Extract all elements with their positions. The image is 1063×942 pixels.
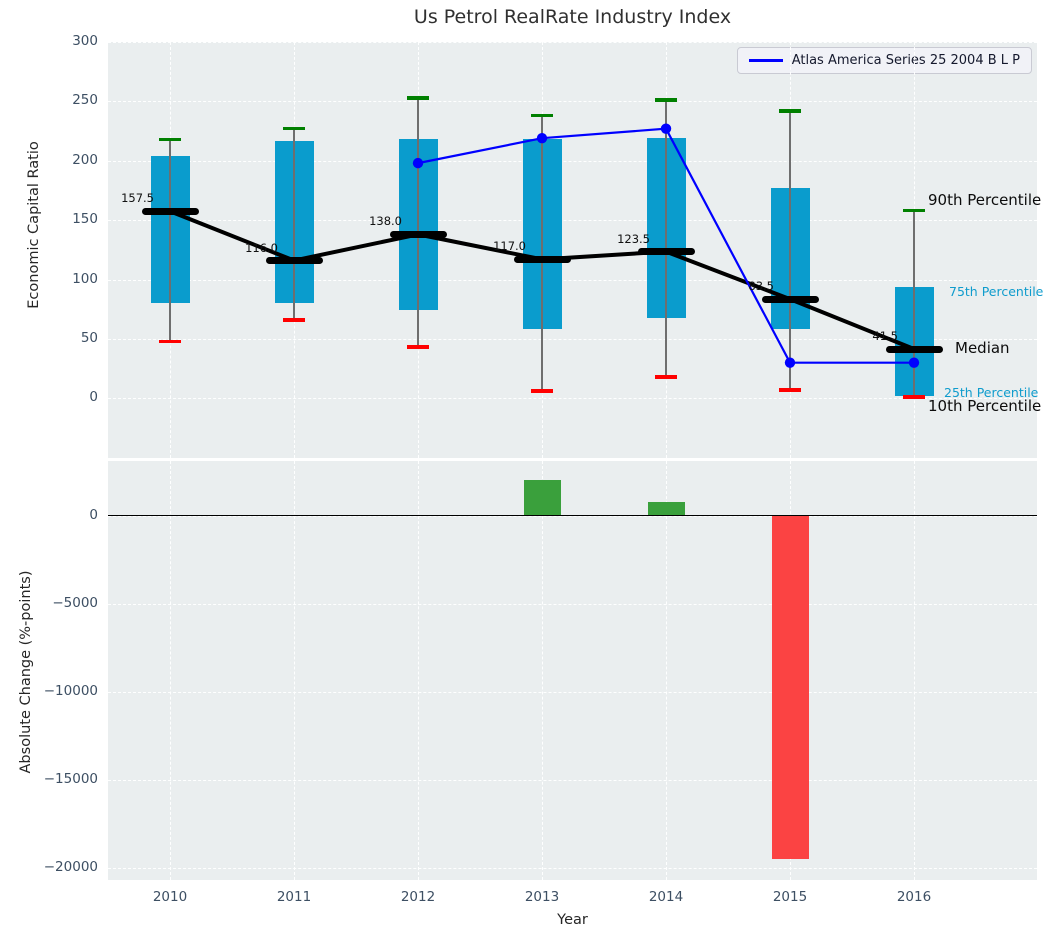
median-value-2013: 117.0	[493, 239, 526, 253]
whisker-2015	[789, 111, 790, 390]
top-y-tick-label: 200	[0, 152, 98, 168]
cap-10th-2014	[655, 375, 677, 379]
median-bar-2014	[638, 248, 695, 255]
legend: Atlas America Series 25 2004 B L P	[737, 47, 1032, 74]
median-value-2014: 123.5	[617, 232, 650, 246]
cap-90th-2012	[407, 96, 429, 100]
bottom-y-tick-label: −10000	[0, 683, 98, 699]
median-value-2011: 116.0	[245, 241, 278, 255]
x-tick-label: 2011	[259, 889, 329, 905]
cap-90th-2013	[531, 114, 553, 118]
x-tick-label: 2016	[879, 889, 949, 905]
top-gridline-h	[108, 101, 1037, 102]
legend-line-swatch	[749, 59, 783, 61]
top-gridline-h	[108, 398, 1037, 399]
bar-2013	[524, 480, 561, 515]
bottom-y-tick-label: 0	[0, 507, 98, 523]
figure: Us Petrol RealRate Industry Index Econom…	[0, 0, 1063, 942]
bar-2015	[772, 516, 809, 860]
cap-10th-2010	[159, 340, 181, 344]
bar-2014	[648, 502, 685, 515]
bottom-gridline-v	[542, 461, 543, 880]
bottom-gridline-v	[294, 461, 295, 880]
bottom-gridline-v	[914, 461, 915, 880]
top-y-tick-label: 250	[0, 92, 98, 108]
whisker-2013	[541, 116, 542, 392]
cap-10th-2012	[407, 345, 429, 349]
bottom-y-tick-label: −5000	[0, 595, 98, 611]
x-tick-label: 2015	[755, 889, 825, 905]
bottom-gridline-h	[108, 780, 1037, 781]
cap-10th-2015	[779, 388, 801, 392]
label-75th-percentile: 75th Percentile	[949, 284, 1043, 299]
top-gridline-h	[108, 42, 1037, 43]
top-y-tick-label: 50	[0, 330, 98, 346]
x-tick-label: 2013	[507, 889, 577, 905]
top-gridline-h	[108, 280, 1037, 281]
median-bar-2011	[266, 257, 323, 264]
cap-10th-2011	[283, 318, 305, 322]
whisker-2014	[665, 100, 666, 377]
label-90th-percentile: 90th Percentile	[928, 191, 1041, 209]
median-value-2012: 138.0	[369, 214, 402, 228]
x-tick-label: 2014	[631, 889, 701, 905]
bottom-gridline-v	[418, 461, 419, 880]
cap-90th-2014	[655, 98, 677, 102]
top-gridline-h	[108, 220, 1037, 221]
top-gridline-h	[108, 161, 1037, 162]
median-bar-2015	[762, 296, 819, 303]
chart-title: Us Petrol RealRate Industry Index	[108, 6, 1037, 28]
median-value-2016: 41.5	[872, 329, 898, 343]
cap-90th-2010	[159, 138, 181, 142]
bottom-panel-bars	[108, 461, 1037, 880]
bottom-gridline-v	[170, 461, 171, 880]
whisker-2010	[169, 139, 170, 341]
x-tick-label: 2012	[383, 889, 453, 905]
bottom-y-tick-label: −20000	[0, 859, 98, 875]
cap-90th-2011	[283, 127, 305, 131]
median-bar-2013	[514, 256, 571, 263]
whisker-2012	[417, 98, 418, 347]
whisker-2011	[293, 129, 294, 320]
top-y-tick-label: 100	[0, 271, 98, 287]
cap-10th-2013	[531, 389, 553, 393]
bottom-gridline-h	[108, 868, 1037, 869]
cap-90th-2015	[779, 109, 801, 113]
label-10th-percentile: 10th Percentile	[928, 397, 1041, 415]
cap-90th-2016	[903, 209, 925, 213]
bottom-gridline-v	[666, 461, 667, 880]
median-value-2010: 157.5	[121, 191, 154, 205]
top-y-tick-label: 300	[0, 33, 98, 49]
median-bar-2012	[390, 231, 447, 238]
cap-10th-2016	[903, 395, 925, 399]
legend-series-label: Atlas America Series 25 2004 B L P	[792, 53, 1020, 68]
top-y-tick-label: 150	[0, 211, 98, 227]
bottom-gridline-h	[108, 692, 1037, 693]
median-bar-2010	[142, 208, 199, 215]
bottom-gridline-h	[108, 604, 1037, 605]
median-value-2015: 83.5	[748, 279, 774, 293]
median-bar-2016	[886, 346, 943, 353]
zero-line	[108, 515, 1037, 517]
whisker-2016	[913, 211, 914, 397]
bottom-y-tick-label: −15000	[0, 771, 98, 787]
x-tick-label: 2010	[135, 889, 205, 905]
x-axis-label: Year	[108, 912, 1037, 928]
top-y-tick-label: 0	[0, 389, 98, 405]
label-median: Median	[955, 339, 1010, 357]
